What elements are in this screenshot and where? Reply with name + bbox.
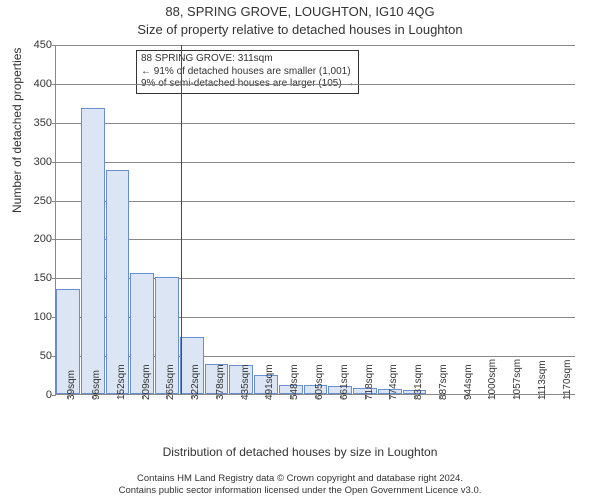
title-sub: Size of property relative to detached ho… <box>0 22 600 37</box>
x-tick-mark <box>167 395 168 399</box>
x-tick-mark <box>217 395 218 399</box>
x-tick-mark <box>440 395 441 399</box>
histogram-bar <box>81 108 105 394</box>
gridline <box>56 123 575 124</box>
histogram-bar <box>106 170 130 394</box>
y-tick-mark <box>52 239 56 240</box>
x-tick-mark <box>291 395 292 399</box>
x-tick-label: 1057sqm <box>512 359 523 400</box>
x-tick-mark <box>316 395 317 399</box>
gridline <box>56 84 575 85</box>
attribution-line2: Contains public sector information licen… <box>0 485 600 496</box>
plot-area: 88 SPRING GROVE: 311sqm ← 91% of detache… <box>55 45 575 395</box>
y-tick-mark <box>52 201 56 202</box>
annotation-box: 88 SPRING GROVE: 311sqm ← 91% of detache… <box>136 50 359 94</box>
x-tick-mark <box>192 395 193 399</box>
x-tick-mark <box>242 395 243 399</box>
x-tick-mark <box>514 395 515 399</box>
annotation-line1: 88 SPRING GROVE: 311sqm <box>141 53 354 66</box>
x-tick-mark <box>68 395 69 399</box>
chart-container: 88, SPRING GROVE, LOUGHTON, IG10 4QG Siz… <box>0 0 600 500</box>
gridline <box>56 201 575 202</box>
gridline <box>56 162 575 163</box>
x-tick-mark <box>415 395 416 399</box>
x-tick-mark <box>539 395 540 399</box>
x-tick-mark <box>366 395 367 399</box>
y-tick-mark <box>52 84 56 85</box>
title-main: 88, SPRING GROVE, LOUGHTON, IG10 4QG <box>0 4 600 19</box>
x-tick-mark <box>93 395 94 399</box>
gridline <box>56 239 575 240</box>
attribution: Contains HM Land Registry data © Crown c… <box>0 473 600 496</box>
x-axis-label: Distribution of detached houses by size … <box>0 445 600 459</box>
x-tick-mark <box>390 395 391 399</box>
x-tick-mark <box>465 395 466 399</box>
y-axis-label: Number of detached properties <box>10 48 24 213</box>
y-tick-mark <box>52 162 56 163</box>
attribution-line1: Contains HM Land Registry data © Crown c… <box>0 473 600 484</box>
x-tick-mark <box>118 395 119 399</box>
x-tick-mark <box>564 395 565 399</box>
annotation-line2: ← 91% of detached houses are smaller (1,… <box>141 66 354 79</box>
x-tick-mark <box>266 395 267 399</box>
reference-line <box>181 45 182 394</box>
x-tick-label: 1170sqm <box>562 360 573 400</box>
y-tick-mark <box>52 123 56 124</box>
y-tick-mark <box>52 278 56 279</box>
y-tick-mark <box>52 45 56 46</box>
x-tick-label: 1000sqm <box>487 359 498 400</box>
x-tick-mark <box>341 395 342 399</box>
y-tick-mark <box>52 395 56 396</box>
gridline <box>56 45 575 46</box>
x-tick-mark <box>489 395 490 399</box>
x-tick-mark <box>143 395 144 399</box>
